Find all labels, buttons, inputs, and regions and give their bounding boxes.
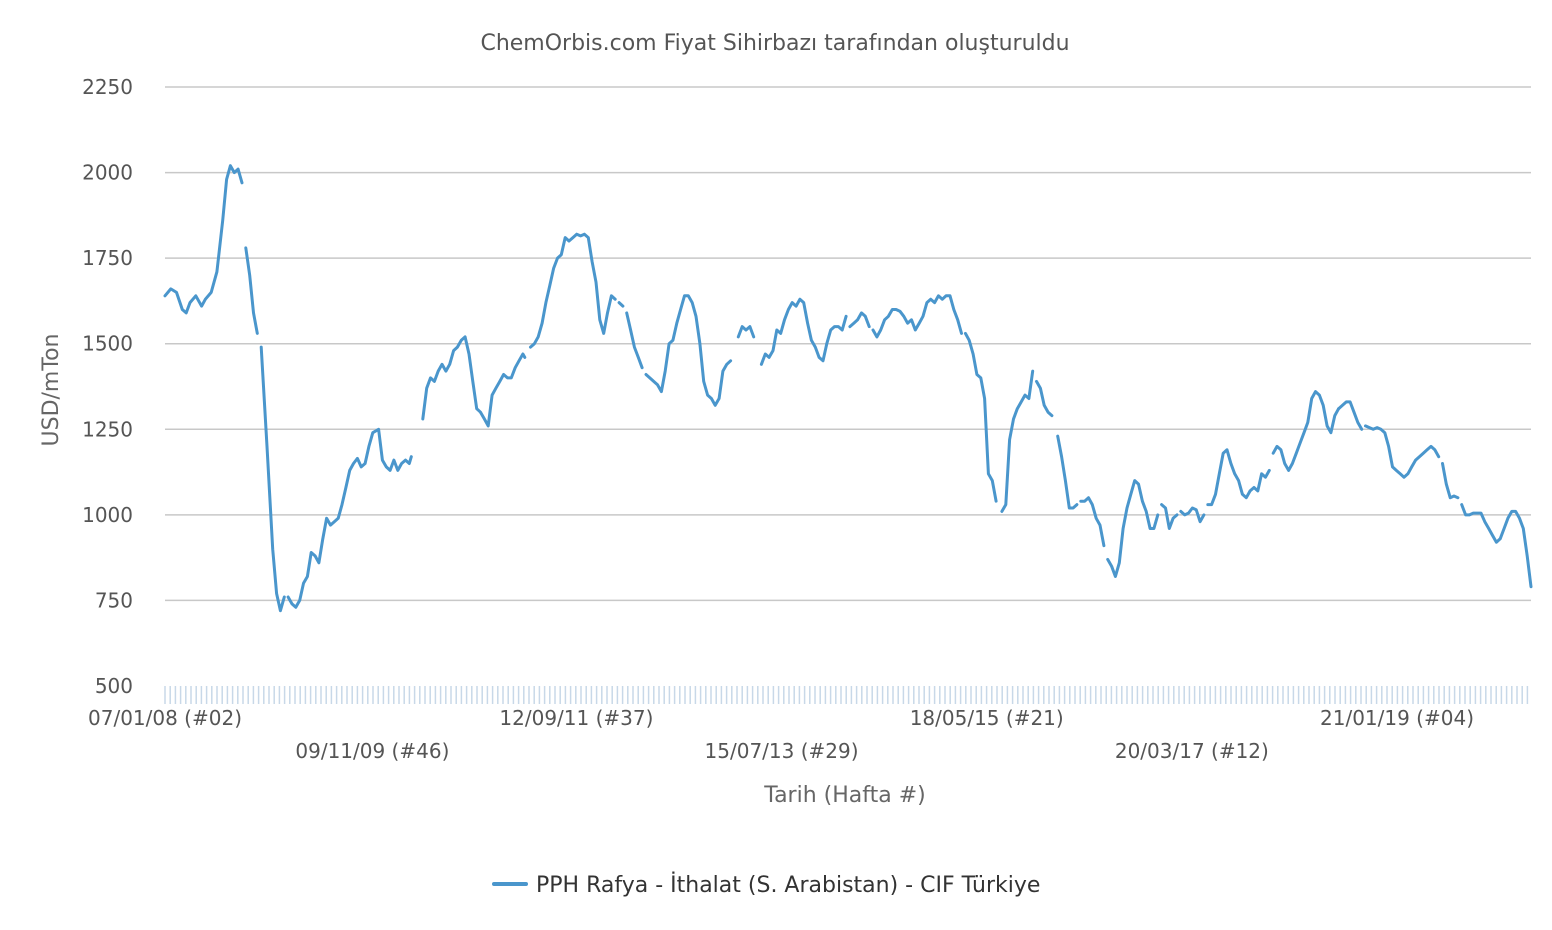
gridlines	[165, 86, 1531, 602]
series-line-segment	[871, 294, 963, 339]
series-line-segment	[1460, 503, 1533, 589]
series-line-segment	[1160, 503, 1179, 530]
series-line-segment	[286, 427, 413, 609]
y-tick-label: 750	[95, 588, 133, 612]
series-line-segment	[1364, 424, 1441, 479]
series-line-segment	[529, 232, 617, 349]
chart-title: ChemOrbis.com Fiyat Sihirbazı tarafından…	[480, 31, 1069, 56]
x-tick-label: 12/09/11 (#37)	[499, 706, 653, 730]
series-line-segment	[1337, 400, 1364, 431]
series-line-segment	[759, 297, 848, 366]
x-tick-label: 20/03/17 (#12)	[1115, 739, 1269, 763]
y-tick-label: 500	[95, 674, 133, 698]
legend-label: PPH Rafya - İthalat (S. Arabistan) - CIF…	[536, 872, 1040, 898]
x-tick-label: 21/01/19 (#04)	[1320, 706, 1474, 730]
series-line-segment	[736, 325, 756, 339]
y-tick-label: 2000	[82, 161, 133, 185]
x-tick-label: 18/05/15 (#21)	[910, 706, 1064, 730]
x-tick-label: 07/01/08 (#02)	[88, 706, 242, 730]
y-axis-ticks: 500 750 1000 1250 1500 1750 2000 2250	[82, 75, 133, 698]
series-line-segment	[1079, 496, 1106, 548]
series-line-segment	[163, 164, 244, 315]
series-line-segment	[617, 301, 625, 308]
series-line-segment	[625, 311, 644, 370]
y-axis-title: USD/mTon	[39, 334, 64, 447]
y-tick-label: 1500	[82, 332, 133, 356]
y-tick-label: 1750	[82, 246, 133, 270]
series-line-segment	[244, 246, 259, 335]
series-line-segment	[963, 331, 998, 503]
series-line-segment	[1106, 479, 1160, 578]
x-tick-label: 09/11/09 (#46)	[295, 739, 449, 763]
series-line-segment	[1206, 448, 1271, 507]
series-line-segment	[1035, 379, 1054, 418]
x-axis-title: Tarih (Hafta #)	[763, 783, 925, 808]
y-tick-label: 1250	[82, 417, 133, 441]
series-line-segment	[421, 335, 527, 428]
x-tick-label: 15/07/13 (#29)	[705, 739, 859, 763]
series-line-segment	[1056, 434, 1079, 510]
y-tick-label: 1000	[82, 503, 133, 527]
series-line-segment	[644, 294, 733, 407]
series-line-segment	[848, 311, 871, 329]
series-line-segment	[259, 345, 286, 613]
x-axis-ticks: 07/01/08 (#02) 09/11/09 (#46) 12/09/11 (#3…	[88, 706, 1474, 763]
series-line-segment	[1000, 369, 1035, 513]
series-line-segment	[1271, 390, 1341, 472]
series-line-segment	[1441, 462, 1460, 500]
x-axis-minor-ticks	[164, 686, 1529, 704]
y-tick-label: 2250	[82, 75, 133, 99]
series-layer	[163, 164, 1533, 613]
legend[interactable]: PPH Rafya - İthalat (S. Arabistan) - CIF…	[492, 872, 1040, 898]
series-line-segment	[1179, 506, 1206, 524]
